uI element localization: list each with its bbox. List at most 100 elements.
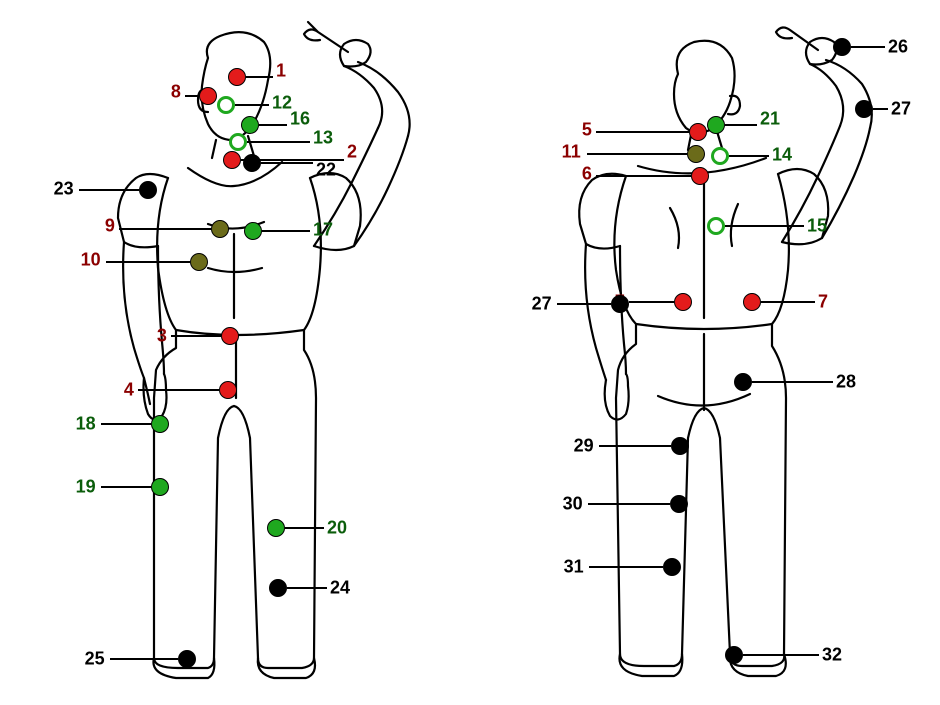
leader-19 bbox=[101, 486, 151, 488]
leader-7 bbox=[629, 301, 674, 303]
leader-16 bbox=[259, 124, 287, 126]
point-label-23: 23 bbox=[54, 179, 74, 200]
point-label-5: 5 bbox=[582, 120, 592, 141]
point-label-31: 31 bbox=[564, 557, 584, 578]
point-label-17: 17 bbox=[313, 220, 333, 241]
leader-23 bbox=[79, 189, 139, 191]
point-dot-3 bbox=[221, 327, 239, 345]
point-label-16: 16 bbox=[290, 109, 310, 130]
leader-14 bbox=[729, 155, 769, 157]
point-dot-6 bbox=[691, 167, 709, 185]
leader-10 bbox=[106, 261, 190, 263]
leader-20 bbox=[285, 527, 324, 529]
point-dot-16 bbox=[241, 116, 259, 134]
leader-22 bbox=[261, 162, 313, 164]
point-dot-4 bbox=[219, 381, 237, 399]
point-label-18: 18 bbox=[76, 414, 96, 435]
point-label-1: 1 bbox=[276, 61, 286, 82]
point-label-7: 7 bbox=[818, 292, 828, 313]
leader-15 bbox=[725, 225, 804, 227]
point-dot-8 bbox=[199, 87, 217, 105]
point-label-24: 24 bbox=[330, 578, 350, 599]
point-dot-1 bbox=[228, 68, 246, 86]
leader-11 bbox=[587, 153, 687, 155]
point-dot-32 bbox=[725, 646, 743, 664]
leader-18 bbox=[101, 423, 151, 425]
point-dot-5 bbox=[689, 123, 707, 141]
point-dot-24 bbox=[269, 579, 287, 597]
point-dot-7 bbox=[674, 293, 692, 311]
leader-1 bbox=[246, 76, 273, 78]
point-label-6: 6 bbox=[582, 164, 592, 185]
point-label-8: 8 bbox=[171, 82, 181, 103]
point-dot-10 bbox=[190, 253, 208, 271]
leader-3 bbox=[171, 335, 221, 337]
point-label-21: 21 bbox=[760, 109, 780, 130]
point-label-15: 15 bbox=[807, 216, 827, 237]
leader-7 bbox=[761, 301, 815, 303]
point-dot-18 bbox=[151, 415, 169, 433]
leader-27 bbox=[557, 303, 611, 305]
leader-32 bbox=[743, 654, 819, 656]
point-dot-22 bbox=[243, 154, 261, 172]
point-dot-14 bbox=[711, 147, 729, 165]
leader-21 bbox=[725, 124, 757, 126]
leader-25 bbox=[110, 658, 178, 660]
point-label-28: 28 bbox=[836, 372, 856, 393]
leader-12 bbox=[235, 104, 269, 106]
point-label-29: 29 bbox=[574, 436, 594, 457]
point-dot-23 bbox=[139, 181, 157, 199]
point-dot-9 bbox=[211, 220, 229, 238]
point-dot-30 bbox=[670, 495, 688, 513]
leader-17 bbox=[262, 230, 310, 232]
figure-back bbox=[510, 18, 890, 690]
point-label-13: 13 bbox=[313, 128, 333, 149]
point-label-25: 25 bbox=[85, 649, 105, 670]
leader-4 bbox=[138, 389, 219, 391]
leader-6 bbox=[596, 175, 691, 177]
leader-8 bbox=[185, 95, 199, 97]
point-label-20: 20 bbox=[327, 518, 347, 539]
point-dot-28 bbox=[734, 373, 752, 391]
point-dot-19 bbox=[151, 478, 169, 496]
leader-26 bbox=[851, 46, 885, 48]
leader-13 bbox=[247, 141, 310, 143]
leader-9 bbox=[119, 228, 211, 230]
point-dot-13 bbox=[229, 133, 247, 151]
leader-5 bbox=[596, 131, 689, 133]
point-dot-11 bbox=[687, 145, 705, 163]
point-dot-27 bbox=[855, 100, 873, 118]
point-label-9: 9 bbox=[105, 216, 115, 237]
point-dot-15 bbox=[707, 217, 725, 235]
point-dot-17 bbox=[244, 222, 262, 240]
point-label-11: 11 bbox=[562, 142, 581, 163]
leader-24 bbox=[287, 587, 327, 589]
point-label-4: 4 bbox=[124, 380, 134, 401]
point-label-19: 19 bbox=[76, 477, 96, 498]
point-label-27: 27 bbox=[891, 99, 911, 120]
point-dot-26 bbox=[833, 38, 851, 56]
point-label-32: 32 bbox=[822, 645, 842, 666]
point-label-22: 22 bbox=[316, 160, 336, 181]
point-dot-12 bbox=[217, 96, 235, 114]
point-dot-31 bbox=[663, 558, 681, 576]
point-dot-2 bbox=[223, 151, 241, 169]
point-label-27: 27 bbox=[532, 294, 552, 315]
point-label-2: 2 bbox=[347, 142, 357, 163]
point-label-26: 26 bbox=[888, 37, 908, 58]
leader-29 bbox=[599, 445, 671, 447]
leader-30 bbox=[588, 503, 670, 505]
point-dot-20 bbox=[267, 519, 285, 537]
leader-28 bbox=[752, 381, 833, 383]
point-dot-27 bbox=[611, 295, 629, 313]
point-dot-7 bbox=[743, 293, 761, 311]
point-label-30: 30 bbox=[563, 494, 583, 515]
point-dot-21 bbox=[707, 116, 725, 134]
point-label-10: 10 bbox=[81, 250, 101, 271]
point-label-3: 3 bbox=[157, 326, 167, 347]
point-label-14: 14 bbox=[772, 145, 792, 166]
leader-27 bbox=[873, 108, 888, 110]
point-dot-29 bbox=[671, 437, 689, 455]
point-dot-25 bbox=[178, 650, 196, 668]
leader-31 bbox=[589, 566, 663, 568]
